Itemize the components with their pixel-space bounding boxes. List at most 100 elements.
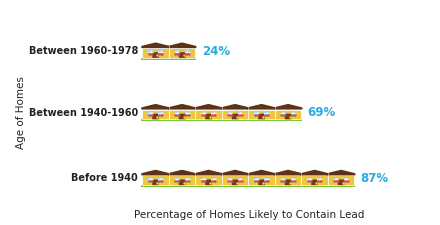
FancyBboxPatch shape xyxy=(158,181,163,182)
FancyBboxPatch shape xyxy=(201,112,206,115)
FancyBboxPatch shape xyxy=(169,48,195,58)
Polygon shape xyxy=(168,104,196,110)
FancyBboxPatch shape xyxy=(195,176,222,185)
FancyBboxPatch shape xyxy=(238,181,242,182)
Polygon shape xyxy=(300,170,329,176)
Polygon shape xyxy=(327,170,356,176)
FancyBboxPatch shape xyxy=(254,112,259,115)
Polygon shape xyxy=(141,170,170,176)
FancyBboxPatch shape xyxy=(185,50,190,53)
Polygon shape xyxy=(141,43,170,48)
FancyBboxPatch shape xyxy=(334,181,338,182)
Polygon shape xyxy=(247,104,276,110)
FancyBboxPatch shape xyxy=(185,181,190,182)
FancyBboxPatch shape xyxy=(291,178,296,181)
Polygon shape xyxy=(141,104,170,110)
FancyBboxPatch shape xyxy=(169,110,195,119)
FancyBboxPatch shape xyxy=(258,180,265,185)
Polygon shape xyxy=(247,170,276,176)
Polygon shape xyxy=(168,43,196,48)
FancyBboxPatch shape xyxy=(211,115,216,116)
FancyBboxPatch shape xyxy=(142,176,169,185)
FancyBboxPatch shape xyxy=(227,181,232,182)
FancyBboxPatch shape xyxy=(169,176,195,185)
FancyBboxPatch shape xyxy=(152,114,159,119)
FancyBboxPatch shape xyxy=(307,181,312,182)
FancyBboxPatch shape xyxy=(227,112,232,115)
FancyBboxPatch shape xyxy=(148,178,153,181)
Polygon shape xyxy=(168,170,196,176)
FancyBboxPatch shape xyxy=(211,112,216,115)
FancyBboxPatch shape xyxy=(142,110,169,119)
FancyBboxPatch shape xyxy=(179,114,185,119)
FancyBboxPatch shape xyxy=(258,114,265,119)
FancyBboxPatch shape xyxy=(185,53,190,54)
FancyBboxPatch shape xyxy=(141,119,302,121)
FancyBboxPatch shape xyxy=(222,176,248,185)
FancyBboxPatch shape xyxy=(179,180,185,185)
FancyBboxPatch shape xyxy=(232,180,238,185)
FancyBboxPatch shape xyxy=(201,181,206,182)
FancyBboxPatch shape xyxy=(205,114,212,119)
FancyBboxPatch shape xyxy=(232,114,238,119)
FancyBboxPatch shape xyxy=(201,178,206,181)
FancyBboxPatch shape xyxy=(238,115,242,116)
FancyBboxPatch shape xyxy=(148,115,153,116)
FancyBboxPatch shape xyxy=(227,178,232,181)
FancyBboxPatch shape xyxy=(275,176,301,185)
FancyBboxPatch shape xyxy=(254,178,259,181)
Polygon shape xyxy=(221,170,249,176)
FancyBboxPatch shape xyxy=(264,112,269,115)
FancyBboxPatch shape xyxy=(307,178,312,181)
Text: 24%: 24% xyxy=(202,45,230,58)
FancyBboxPatch shape xyxy=(264,115,269,116)
FancyBboxPatch shape xyxy=(344,178,348,181)
FancyBboxPatch shape xyxy=(148,53,153,54)
FancyBboxPatch shape xyxy=(201,115,206,116)
Text: Between 1940-1960: Between 1940-1960 xyxy=(29,108,138,117)
FancyBboxPatch shape xyxy=(291,181,296,182)
FancyBboxPatch shape xyxy=(254,115,259,116)
FancyBboxPatch shape xyxy=(152,180,159,185)
FancyBboxPatch shape xyxy=(281,181,286,182)
FancyBboxPatch shape xyxy=(291,115,296,116)
FancyBboxPatch shape xyxy=(141,58,196,60)
Polygon shape xyxy=(221,104,249,110)
FancyBboxPatch shape xyxy=(158,50,163,53)
Polygon shape xyxy=(194,104,223,110)
FancyBboxPatch shape xyxy=(185,112,190,115)
Text: Between 1960-1978: Between 1960-1978 xyxy=(29,46,138,56)
Text: Percentage of Homes Likely to Contain Lead: Percentage of Homes Likely to Contain Le… xyxy=(134,210,364,220)
FancyBboxPatch shape xyxy=(281,112,286,115)
FancyBboxPatch shape xyxy=(185,178,190,181)
FancyBboxPatch shape xyxy=(175,53,180,54)
FancyBboxPatch shape xyxy=(175,181,180,182)
FancyBboxPatch shape xyxy=(285,114,291,119)
FancyBboxPatch shape xyxy=(175,50,180,53)
FancyBboxPatch shape xyxy=(175,112,180,115)
FancyBboxPatch shape xyxy=(158,53,163,54)
FancyBboxPatch shape xyxy=(238,112,242,115)
FancyBboxPatch shape xyxy=(238,178,242,181)
FancyBboxPatch shape xyxy=(148,50,153,53)
FancyBboxPatch shape xyxy=(317,181,322,182)
FancyBboxPatch shape xyxy=(281,115,286,116)
FancyBboxPatch shape xyxy=(334,178,338,181)
FancyBboxPatch shape xyxy=(141,185,356,187)
FancyBboxPatch shape xyxy=(328,176,354,185)
Polygon shape xyxy=(274,170,302,176)
Text: 87%: 87% xyxy=(361,172,389,185)
FancyBboxPatch shape xyxy=(227,115,232,116)
FancyBboxPatch shape xyxy=(275,110,301,119)
Polygon shape xyxy=(194,170,223,176)
FancyBboxPatch shape xyxy=(248,110,275,119)
FancyBboxPatch shape xyxy=(344,181,348,182)
FancyBboxPatch shape xyxy=(211,181,216,182)
FancyBboxPatch shape xyxy=(248,176,275,185)
FancyBboxPatch shape xyxy=(148,181,153,182)
FancyBboxPatch shape xyxy=(264,181,269,182)
Text: Age of Homes: Age of Homes xyxy=(15,76,26,149)
FancyBboxPatch shape xyxy=(158,115,163,116)
FancyBboxPatch shape xyxy=(175,178,180,181)
FancyBboxPatch shape xyxy=(211,178,216,181)
